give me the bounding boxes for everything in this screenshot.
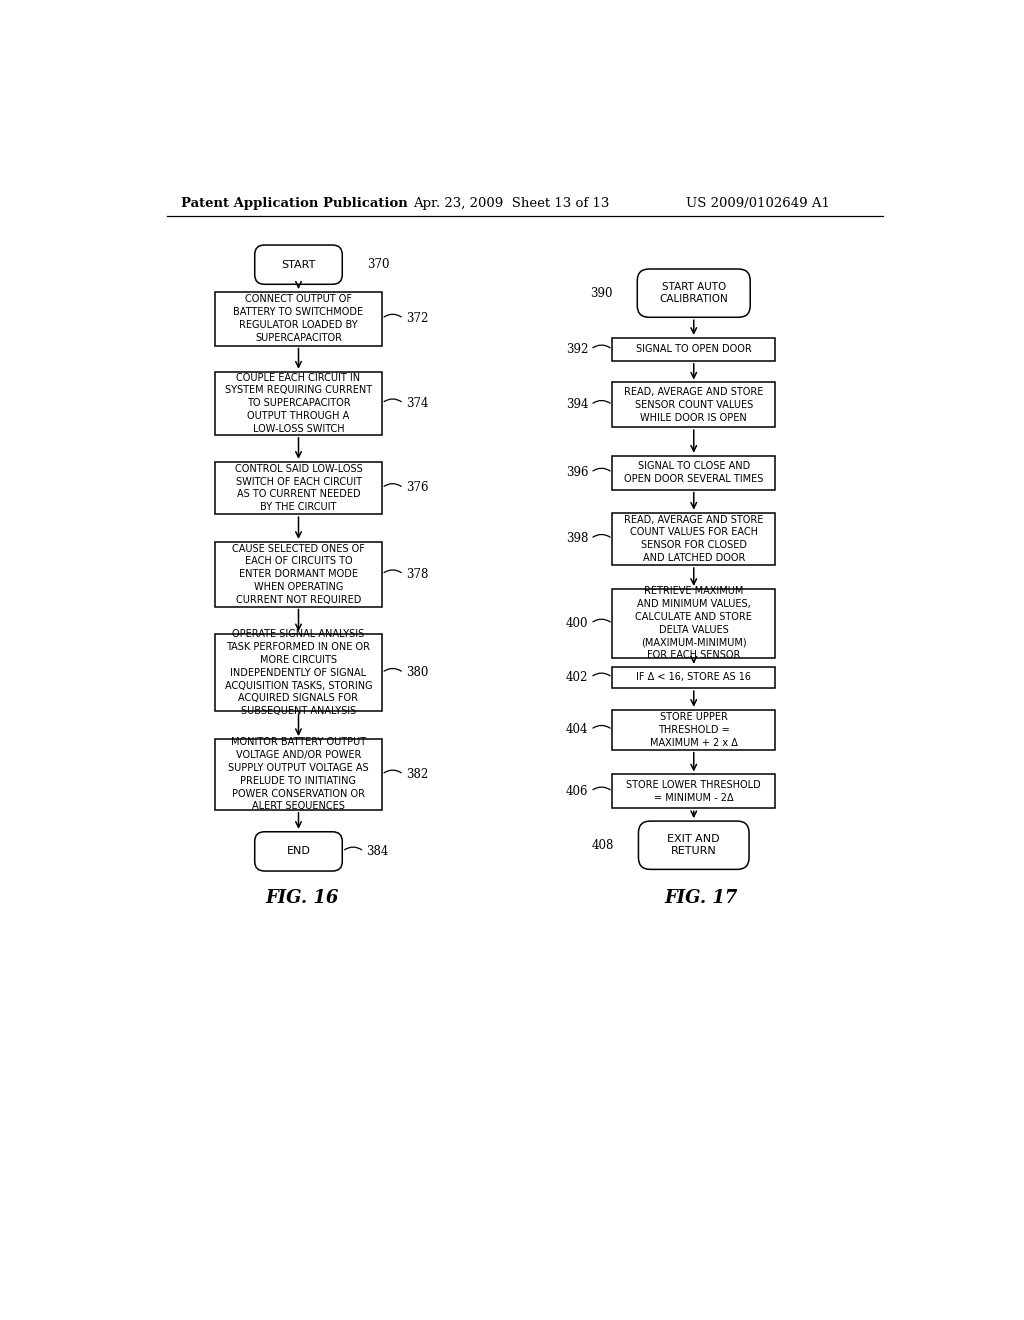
Bar <box>612 589 775 659</box>
Text: FIG. 16: FIG. 16 <box>265 888 339 907</box>
Bar <box>612 775 775 808</box>
Text: 402: 402 <box>566 671 589 684</box>
Text: START: START <box>282 260 315 269</box>
Bar <box>215 292 382 346</box>
Text: 380: 380 <box>406 667 428 680</box>
Text: 384: 384 <box>367 845 389 858</box>
FancyBboxPatch shape <box>638 821 749 870</box>
FancyBboxPatch shape <box>255 246 342 284</box>
Text: CONNECT OUTPUT OF
BATTERY TO SWITCHMODE
REGULATOR LOADED BY
SUPERCAPACITOR: CONNECT OUTPUT OF BATTERY TO SWITCHMODE … <box>233 294 364 343</box>
Bar <box>215 462 382 513</box>
Bar <box>215 635 382 711</box>
Text: FIG. 17: FIG. 17 <box>665 888 738 907</box>
Text: 394: 394 <box>566 399 589 412</box>
Bar <box>215 739 382 809</box>
Bar <box>612 338 775 360</box>
Bar <box>612 667 775 688</box>
Text: OPERATE SIGNAL ANALYSIS
TASK PERFORMED IN ONE OR
MORE CIRCUITS
INDEPENDENTLY OF : OPERATE SIGNAL ANALYSIS TASK PERFORMED I… <box>224 630 373 717</box>
Text: 404: 404 <box>566 723 589 737</box>
Text: SIGNAL TO CLOSE AND
OPEN DOOR SEVERAL TIMES: SIGNAL TO CLOSE AND OPEN DOOR SEVERAL TI… <box>624 461 764 484</box>
Text: 370: 370 <box>367 259 389 271</box>
Text: MONITOR BATTERY OUTPUT
VOLTAGE AND/OR POWER
SUPPLY OUTPUT VOLTAGE AS
PRELUDE TO : MONITOR BATTERY OUTPUT VOLTAGE AND/OR PO… <box>228 738 369 812</box>
Bar <box>612 383 775 428</box>
Bar <box>612 710 775 750</box>
Text: 408: 408 <box>591 838 613 851</box>
Text: COUPLE EACH CIRCUIT IN
SYSTEM REQUIRING CURRENT
TO SUPERCAPACITOR
OUTPUT THROUGH: COUPLE EACH CIRCUIT IN SYSTEM REQUIRING … <box>225 372 372 434</box>
Text: 406: 406 <box>566 785 589 797</box>
Text: 382: 382 <box>406 768 428 781</box>
Text: READ, AVERAGE AND STORE
SENSOR COUNT VALUES
WHILE DOOR IS OPEN: READ, AVERAGE AND STORE SENSOR COUNT VAL… <box>624 387 764 422</box>
Bar <box>215 543 382 607</box>
Text: 396: 396 <box>566 466 589 479</box>
Text: STORE UPPER
THRESHOLD =
MAXIMUM + 2 x Δ: STORE UPPER THRESHOLD = MAXIMUM + 2 x Δ <box>650 711 737 747</box>
Text: 392: 392 <box>566 343 589 356</box>
Text: 378: 378 <box>406 568 428 581</box>
FancyBboxPatch shape <box>255 832 342 871</box>
Bar <box>215 372 382 434</box>
Text: Apr. 23, 2009  Sheet 13 of 13: Apr. 23, 2009 Sheet 13 of 13 <box>414 197 609 210</box>
Text: Patent Application Publication: Patent Application Publication <box>180 197 408 210</box>
Text: 374: 374 <box>406 397 428 409</box>
Text: EXIT AND
RETURN: EXIT AND RETURN <box>668 834 720 857</box>
Bar <box>612 455 775 490</box>
Text: 390: 390 <box>590 286 612 300</box>
Text: SIGNAL TO OPEN DOOR: SIGNAL TO OPEN DOOR <box>636 345 752 354</box>
Text: 400: 400 <box>566 616 589 630</box>
Text: IF Δ < 16, STORE AS 16: IF Δ < 16, STORE AS 16 <box>636 672 752 682</box>
Text: START AUTO
CALIBRATION: START AUTO CALIBRATION <box>659 282 728 304</box>
Text: END: END <box>287 846 310 857</box>
Bar <box>612 512 775 565</box>
Text: CAUSE SELECTED ONES OF
EACH OF CIRCUITS TO
ENTER DORMANT MODE
WHEN OPERATING
CUR: CAUSE SELECTED ONES OF EACH OF CIRCUITS … <box>232 544 365 605</box>
FancyBboxPatch shape <box>637 269 751 317</box>
Text: CONTROL SAID LOW-LOSS
SWITCH OF EACH CIRCUIT
AS TO CURRENT NEEDED
BY THE CIRCUIT: CONTROL SAID LOW-LOSS SWITCH OF EACH CIR… <box>234 463 362 512</box>
Text: 376: 376 <box>406 482 428 495</box>
Text: READ, AVERAGE AND STORE
COUNT VALUES FOR EACH
SENSOR FOR CLOSED
AND LATCHED DOOR: READ, AVERAGE AND STORE COUNT VALUES FOR… <box>624 515 764 562</box>
Text: 372: 372 <box>406 312 428 325</box>
Text: 398: 398 <box>566 532 589 545</box>
Text: US 2009/0102649 A1: US 2009/0102649 A1 <box>686 197 829 210</box>
Text: STORE LOWER THRESHOLD
= MINIMUM - 2Δ: STORE LOWER THRESHOLD = MINIMUM - 2Δ <box>627 780 761 803</box>
Text: RETRIEVE MAXIMUM
AND MINIMUM VALUES,
CALCULATE AND STORE
DELTA VALUES
(MAXIMUM-M: RETRIEVE MAXIMUM AND MINIMUM VALUES, CAL… <box>635 586 753 660</box>
